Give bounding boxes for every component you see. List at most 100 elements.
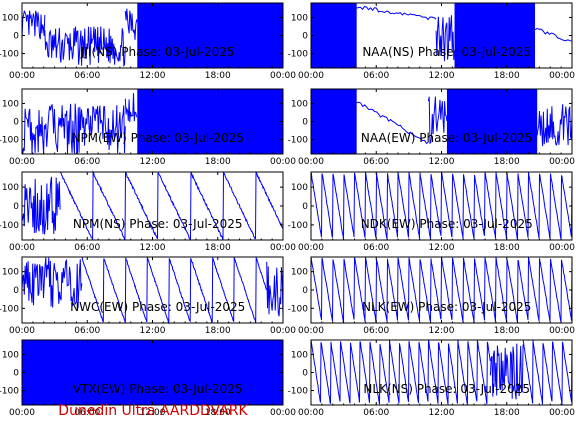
panel-title: NLK(EW) Phase: 03-Jul-2025 (362, 300, 531, 314)
trace-line (21, 176, 61, 235)
panel-title: NAA(EW) Phase: 03-Jul-2025 (361, 131, 533, 145)
x-tick-label: 00:00 (298, 408, 324, 418)
x-tick-label: 12:00 (140, 408, 166, 418)
x-tick-label: 00:00 (298, 243, 324, 253)
x-tick-label: 06:00 (74, 243, 100, 253)
chart-panel: -100 0 100 00:00 06:00 12:00 18:00 00:00 NDK(EW)… (288, 171, 575, 253)
x-tick-label: 18:00 (205, 71, 231, 81)
y-tick-label: 0 (302, 286, 308, 296)
x-tick-label: 06:00 (363, 408, 389, 418)
y-tick-label: 100 (291, 183, 308, 193)
y-tick-label: -100 (0, 136, 19, 146)
trace-line (21, 9, 46, 40)
x-tick-label: 18:00 (205, 243, 231, 253)
y-tick-label: 100 (291, 350, 308, 360)
x-tick-label: 06:00 (74, 408, 100, 418)
panel-title: NDK(EW) Phase: 03-Jul-2025 (361, 217, 533, 231)
trace-line (21, 257, 83, 309)
trace-line (489, 343, 524, 400)
trace-dense-band (137, 89, 283, 154)
footer-label: Dunedin Ultra AARDDVARK (58, 403, 248, 419)
y-tick-label: 0 (13, 369, 19, 379)
x-tick-label: 06:00 (363, 71, 389, 81)
x-tick-label: 12:00 (140, 326, 166, 336)
x-tick-label: 00:00 (549, 326, 575, 336)
trace-line (266, 261, 284, 317)
y-tick-label: -100 (288, 304, 309, 314)
x-tick-label: 12:00 (140, 243, 166, 253)
chart-panel: -100 0 100 00:00 06:00 12:00 18:00 00:00 VTX(EW)… (0, 339, 296, 418)
y-tick-label: 100 (2, 13, 19, 23)
x-tick-label: 00:00 (270, 71, 296, 81)
y-tick-label: 0 (13, 118, 19, 128)
x-tick-label: 00:00 (270, 408, 296, 418)
x-tick-label: 06:00 (363, 243, 389, 253)
y-tick-label: 100 (2, 183, 19, 193)
trace-line (81, 256, 268, 325)
trace-line (21, 103, 126, 154)
trace-dense-band (446, 89, 538, 154)
trace-line (356, 5, 437, 21)
chart-panel: -100 0 100 00:00 06:00 12:00 18:00 00:00 NAA(NS)… (288, 2, 575, 81)
x-tick-label: 12:00 (140, 157, 166, 167)
panel-title: JJI(NS) Phase: 03-Jul-2025 (80, 45, 235, 59)
x-tick-label: 12:00 (140, 71, 166, 81)
y-tick-label: 100 (291, 13, 308, 23)
x-tick-label: 18:00 (205, 326, 231, 336)
x-tick-label: 00:00 (9, 408, 35, 418)
y-tick-label: -100 (0, 50, 19, 60)
x-tick-label: 06:00 (363, 157, 389, 167)
x-tick-label: 18:00 (494, 157, 520, 167)
x-tick-label: 06:00 (74, 326, 100, 336)
chart-panel: -100 0 100 00:00 06:00 12:00 18:00 00:00 NWC(EW)… (0, 256, 296, 336)
x-tick-label: 00:00 (270, 157, 296, 167)
y-tick-label: -100 (0, 304, 19, 314)
x-tick-label: 00:00 (9, 157, 35, 167)
trace-line (124, 93, 138, 123)
y-tick-label: 100 (291, 99, 308, 109)
y-tick-label: -100 (0, 221, 19, 231)
chart-panel: -100 0 100 00:00 06:00 12:00 18:00 00:00 JJI(NS)… (0, 2, 296, 81)
x-tick-label: 00:00 (549, 71, 575, 81)
trace-dense-band (22, 340, 283, 405)
trace-line (124, 8, 138, 40)
panel-title: NAA(NS) Phase: 03-Jul-2025 (362, 45, 531, 59)
y-tick-label: 0 (302, 369, 308, 379)
x-tick-label: 12:00 (429, 71, 455, 81)
y-tick-label: -100 (288, 50, 309, 60)
y-tick-label: 100 (2, 99, 19, 109)
y-tick-label: 0 (302, 118, 308, 128)
x-tick-label: 06:00 (363, 326, 389, 336)
trace-line (356, 101, 429, 145)
y-tick-label: -100 (0, 387, 19, 397)
trace-line (427, 96, 448, 145)
trace-line (310, 339, 491, 405)
x-tick-label: 00:00 (9, 71, 35, 81)
trace-line (536, 104, 573, 147)
y-tick-label: 100 (2, 350, 19, 360)
panel-title: NWC(EW) Phase: 03-Jul-2025 (70, 300, 245, 314)
trace-dense-band (311, 3, 357, 68)
x-tick-label: 18:00 (494, 408, 520, 418)
panel-title: NPM(NS) Phase: 03-Jul-2025 (73, 217, 243, 231)
x-tick-label: 12:00 (429, 326, 455, 336)
y-tick-label: 0 (302, 202, 308, 212)
y-tick-label: -100 (288, 387, 309, 397)
x-tick-label: 06:00 (74, 157, 100, 167)
x-tick-label: 00:00 (298, 157, 324, 167)
x-tick-label: 00:00 (9, 326, 35, 336)
x-tick-label: 18:00 (494, 326, 520, 336)
chart-panel: -100 0 100 00:00 06:00 12:00 18:00 00:00 NPM(EW)… (0, 88, 296, 167)
x-tick-label: 00:00 (298, 326, 324, 336)
x-tick-label: 00:00 (549, 157, 575, 167)
trace-dense-band (137, 3, 283, 68)
y-tick-label: 0 (13, 286, 19, 296)
trace-line (44, 26, 126, 68)
y-tick-label: 100 (2, 268, 19, 278)
y-tick-label: 100 (291, 268, 308, 278)
chart-panel: -100 0 100 00:00 06:00 12:00 18:00 00:00 NAA(EW)… (288, 88, 575, 167)
x-tick-label: 12:00 (429, 243, 455, 253)
x-tick-label: 00:00 (298, 71, 324, 81)
trace-line (534, 27, 573, 42)
